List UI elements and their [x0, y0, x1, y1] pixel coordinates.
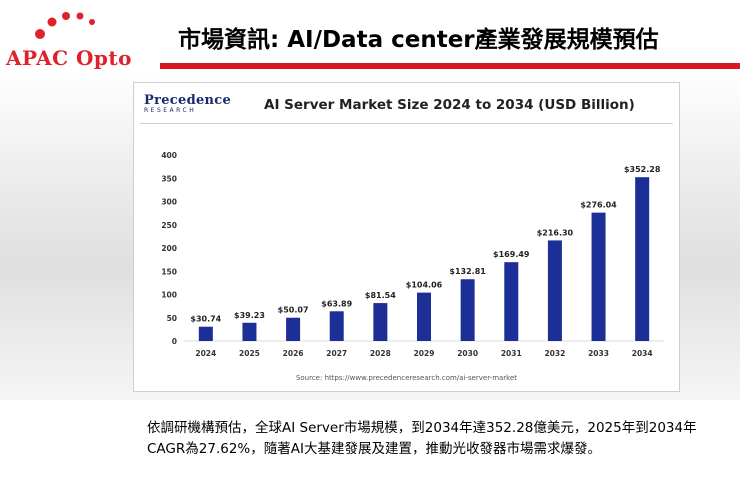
x-tick-label: 2029: [414, 349, 435, 358]
bar-chart: 0 50 100 150 200 250 300 350 400 $30.74 2024 $39.23…: [161, 151, 664, 358]
x-tick-label: 2028: [370, 349, 391, 358]
caption-text: 依調研機構預估，全球AI Server市場規模，到2034年達352.28億美元…: [147, 420, 697, 457]
bar: [460, 279, 475, 341]
company-logo: APAC Opto: [6, 10, 171, 72]
bar-data-label: $63.89: [321, 299, 352, 308]
x-tick-label: 2034: [632, 349, 653, 358]
y-tick-label: 300: [161, 198, 177, 207]
x-tick-label: 2032: [544, 349, 565, 358]
logo-text: APAC Opto: [6, 46, 132, 70]
bar: [373, 303, 388, 341]
bar-data-label: $39.23: [234, 311, 265, 320]
y-tick-label: 250: [161, 221, 177, 230]
x-tick-label: 2031: [501, 349, 522, 358]
page-title: 市場資訊: AI/Data center產業發展規模預估: [178, 27, 659, 53]
y-tick-label: 200: [161, 244, 177, 253]
bar-data-label: $81.54: [365, 291, 396, 300]
x-tick-label: 2024: [195, 349, 216, 358]
y-tick-label: 50: [167, 314, 177, 323]
chart-header-divider: [140, 123, 673, 124]
x-tick-label: 2030: [457, 349, 478, 358]
y-tick-label: 100: [161, 291, 177, 300]
bar-data-label: $276.04: [580, 201, 617, 210]
y-tick-label: 400: [161, 151, 177, 160]
brand-subname: RESEARCH: [144, 107, 197, 114]
bar-data-label: $50.07: [278, 306, 309, 315]
y-tick-label: 350: [161, 174, 177, 183]
bar: [591, 212, 606, 341]
brand-name: Precedence: [144, 93, 232, 108]
chart-brand-logo: Precedence RESEARCH: [144, 93, 232, 123]
y-tick-label: 150: [161, 267, 177, 276]
bar: [242, 322, 257, 341]
x-tick-label: 2025: [239, 349, 260, 358]
bar-data-label: $132.81: [449, 267, 486, 276]
x-tick-label: 2026: [283, 349, 304, 358]
bar-data-label: $169.49: [493, 250, 530, 259]
y-tick-label: 0: [172, 337, 177, 346]
bar: [635, 177, 650, 341]
bar: [286, 317, 301, 341]
bar: [504, 262, 519, 341]
x-tick-label: 2027: [326, 349, 347, 358]
chart-card: Precedence RESEARCH AI Server Market Siz…: [133, 82, 680, 392]
bar: [547, 240, 562, 341]
bar-data-label: $104.06: [406, 281, 443, 290]
bar-data-label: $352.28: [624, 165, 661, 174]
x-tick-label: 2033: [588, 349, 609, 358]
chart-title: AI Server Market Size 2024 to 2034 (USD …: [264, 97, 635, 113]
title-divider: [160, 63, 740, 69]
bar: [198, 326, 213, 341]
bar: [329, 311, 344, 341]
logo-dots-icon: [35, 12, 95, 39]
bar: [417, 292, 431, 341]
bar-data-label: $30.74: [190, 315, 221, 324]
chart-source: Source: https://www.precedenceresearch.c…: [295, 374, 518, 382]
bar-data-label: $216.30: [537, 228, 574, 237]
